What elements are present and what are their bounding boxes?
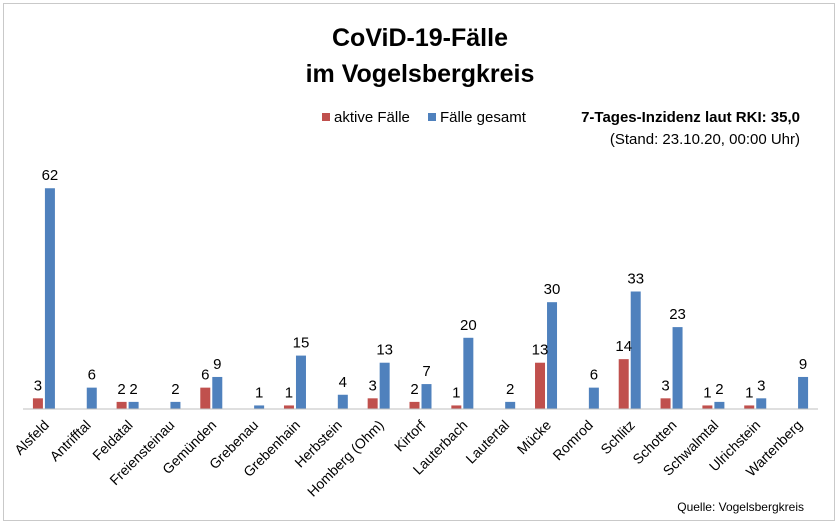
bar-total-wartenberg — [798, 376, 809, 409]
bar-total-feldatal — [128, 401, 139, 409]
value-label-total-lauterbach: 20 — [460, 317, 477, 334]
value-label-total-gemuenden: 9 — [213, 356, 221, 373]
value-label-total-schotten: 23 — [669, 306, 686, 323]
bar-active-ulrichstein — [744, 405, 755, 409]
x-tick-label-kirtorf: Kirtorf — [391, 417, 429, 455]
value-label-total-feldatal: 2 — [129, 381, 137, 398]
value-label-active-alsfeld: 3 — [34, 377, 42, 394]
x-tick-label-lautertal: Lautertal — [462, 417, 512, 467]
legend-label-active-cases: aktive Fälle — [334, 109, 410, 126]
bar-total-lauterbach — [463, 337, 474, 409]
chart-canvas: CoViD-19-Fälle im Vogelsbergkreis aktive… — [11, 24, 818, 514]
value-label-total-grebenhain: 15 — [293, 335, 310, 352]
value-label-total-schwalmtal: 2 — [715, 381, 723, 398]
bar-total-schlitz — [630, 291, 641, 409]
value-label-active-homberg-ohm: 3 — [368, 377, 376, 394]
x-tick-label-homberg-ohm: Homberg (Ohm) — [304, 417, 387, 500]
bar-total-alsfeld — [44, 188, 55, 409]
value-label-active-gemuenden: 6 — [201, 367, 209, 384]
bar-total-romrod — [588, 387, 599, 409]
value-label-total-kirtorf: 7 — [422, 363, 430, 380]
bar-total-muecke — [547, 302, 558, 409]
bar-total-antrifftal — [86, 387, 97, 409]
value-label-active-feldatal: 2 — [117, 381, 125, 398]
x-tick-label-muecke: Mücke — [514, 417, 555, 458]
chart-title-line-2: im Vogelsbergkreis — [306, 60, 535, 88]
value-label-active-ulrichstein: 1 — [745, 384, 753, 401]
value-label-total-ulrichstein: 3 — [757, 377, 765, 394]
x-tick-label-romrod: Romrod — [549, 417, 596, 464]
incidence-note-line-1: 7-Tages-Inzidenz laut RKI: 35,0 — [581, 109, 800, 126]
bar-active-muecke — [535, 362, 546, 409]
bar-total-gemuenden — [212, 376, 223, 409]
source-note: Quelle: Vogelsbergkreis — [677, 500, 804, 514]
bar-active-kirtorf — [409, 401, 420, 409]
chart-title-line-1: CoViD-19-Fälle — [332, 24, 508, 52]
bar-total-schwalmtal — [714, 401, 725, 409]
x-axis-ticks: AlsfeldAntrifftalFeldatalFreiensteinauGe… — [11, 417, 805, 500]
incidence-note-line-2: (Stand: 23.10.20, 00:00 Uhr) — [610, 131, 800, 148]
value-label-active-schotten: 3 — [661, 377, 669, 394]
value-label-total-schlitz: 33 — [627, 271, 644, 288]
bar-total-schotten — [672, 327, 683, 409]
value-label-total-wartenberg: 9 — [799, 356, 807, 373]
bar-total-ulrichstein — [756, 398, 767, 409]
chart-legend: aktive Fälle Fälle gesamt — [322, 109, 527, 126]
bar-active-gemuenden — [200, 387, 211, 409]
bar-total-homberg-ohm — [379, 362, 390, 409]
bar-active-homberg-ohm — [367, 398, 378, 409]
bar-active-schlitz — [618, 359, 629, 409]
bar-active-schotten — [660, 398, 671, 409]
value-label-active-schlitz: 14 — [615, 338, 632, 355]
x-tick-label-antrifftal: Antrifftal — [46, 417, 93, 464]
bar-total-grebenau — [254, 405, 265, 409]
legend-label-total-cases: Fälle gesamt — [440, 109, 527, 126]
bar-total-kirtorf — [421, 384, 432, 409]
bar-active-grebenhain — [283, 405, 294, 409]
value-label-total-homberg-ohm: 13 — [376, 342, 393, 359]
x-tick-label-alsfeld: Alsfeld — [11, 417, 52, 458]
value-label-active-lauterbach: 1 — [452, 384, 460, 401]
bars-layer — [32, 188, 809, 409]
bar-total-grebenhain — [295, 355, 306, 409]
value-label-active-grebenhain: 1 — [285, 384, 293, 401]
legend-swatch-total-cases — [428, 113, 436, 121]
incidence-annotation: 7-Tages-Inzidenz laut RKI: 35,0 (Stand: … — [581, 109, 800, 148]
value-label-total-alsfeld: 62 — [42, 167, 59, 184]
value-label-active-kirtorf: 2 — [410, 381, 418, 398]
value-label-total-freiensteinau: 2 — [171, 381, 179, 398]
value-label-total-grebenau: 1 — [255, 384, 263, 401]
bar-total-freiensteinau — [170, 401, 181, 409]
bar-active-lauterbach — [451, 405, 462, 409]
bar-active-alsfeld — [32, 398, 43, 409]
bar-total-herbstein — [337, 394, 348, 409]
value-label-total-lautertal: 2 — [506, 381, 514, 398]
x-tick-label-schlitz: Schlitz — [597, 417, 637, 457]
value-label-active-muecke: 13 — [532, 342, 549, 359]
bar-active-schwalmtal — [702, 405, 713, 409]
legend-swatch-active-cases — [322, 113, 330, 121]
bar-total-lautertal — [505, 401, 516, 409]
value-label-total-antrifftal: 6 — [88, 367, 96, 384]
chart-frame: CoViD-19-Fälle im Vogelsbergkreis aktive… — [3, 3, 835, 521]
bar-active-feldatal — [116, 401, 127, 409]
value-label-total-muecke: 30 — [544, 281, 561, 298]
value-label-total-herbstein: 4 — [339, 374, 347, 391]
value-label-total-romrod: 6 — [590, 367, 598, 384]
value-label-active-schwalmtal: 1 — [703, 384, 711, 401]
